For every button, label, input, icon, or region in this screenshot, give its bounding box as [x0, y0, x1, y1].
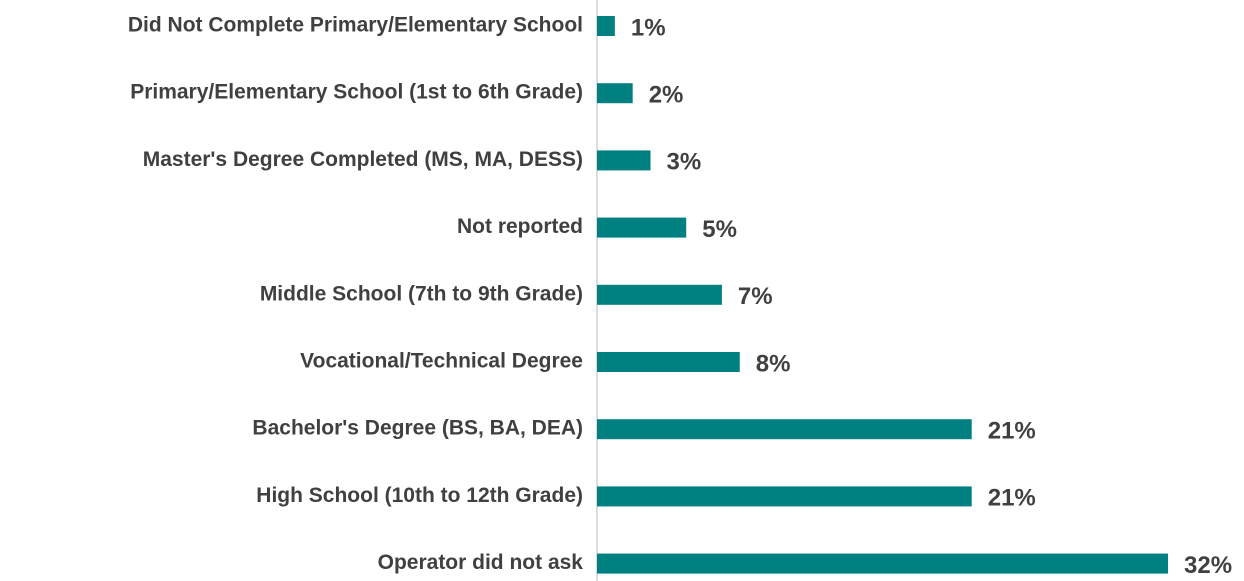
category-label: Bachelor's Degree (BS, BA, DEA): [252, 417, 583, 440]
value-label: 5%: [702, 216, 737, 243]
bar: [597, 16, 615, 36]
value-label: 8%: [756, 350, 791, 377]
category-label: High School (10th to 12th Grade): [256, 484, 583, 507]
bar: [597, 83, 633, 104]
value-label: 32%: [1184, 552, 1232, 579]
value-label: 2%: [649, 82, 684, 109]
value-label: 21%: [988, 485, 1036, 512]
value-label: 1%: [631, 14, 666, 41]
bar: [597, 553, 1168, 574]
category-label: Not reported: [457, 215, 583, 238]
value-label: 7%: [738, 283, 773, 310]
category-label: Primary/Elementary School (1st to 6th Gr…: [130, 81, 583, 104]
category-label: Did Not Complete Primary/Elementary Scho…: [128, 14, 583, 37]
value-label: 21%: [988, 418, 1036, 445]
bar: [597, 284, 722, 305]
bar: [597, 352, 740, 372]
bar: [597, 150, 651, 171]
category-label: Operator did not ask: [378, 551, 584, 574]
category-label: Vocational/Technical Degree: [300, 350, 583, 373]
bar: [597, 217, 687, 238]
bar: [597, 486, 972, 507]
value-label: 3%: [667, 149, 702, 176]
category-label: Master's Degree Completed (MS, MA, DESS): [143, 148, 583, 171]
category-label: Middle School (7th to 9th Grade): [260, 282, 583, 305]
bar: [597, 419, 972, 440]
